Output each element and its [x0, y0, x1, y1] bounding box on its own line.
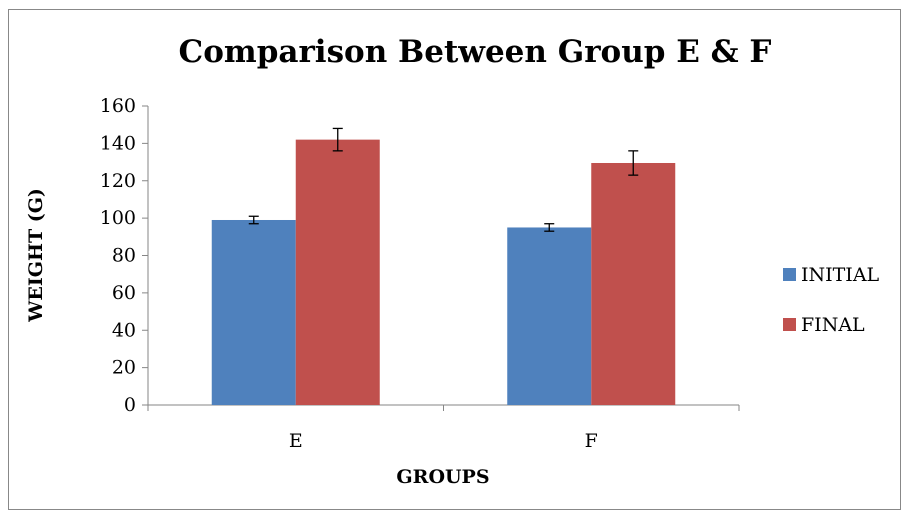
y-tick-label: 100 [100, 207, 136, 229]
legend-swatch-final [783, 318, 796, 331]
bar-final-e [295, 139, 380, 405]
chart-title: Comparison Between Group E & F [179, 34, 772, 70]
x-tick-label: E [289, 430, 303, 452]
y-tick-label: 40 [112, 319, 136, 341]
y-tick-label: 120 [100, 170, 136, 192]
y-tick-label: 0 [124, 394, 136, 416]
bar-initial-f [507, 227, 592, 405]
plot-area: 0 20 40 60 80 100 120 140 160 E F [100, 95, 740, 452]
x-axis-title: GROUPS [396, 466, 489, 488]
bar-initial-e [211, 219, 296, 405]
legend-label-initial: INITIAL [801, 264, 880, 286]
y-tick-label: 20 [112, 357, 136, 379]
legend-label-final: FINAL [801, 314, 865, 336]
legend-swatch-initial [783, 268, 796, 281]
y-tick-label: 160 [100, 95, 136, 117]
y-tick-label: 60 [112, 282, 136, 304]
y-tick-label: 140 [100, 132, 136, 154]
y-tick-label: 80 [112, 245, 136, 267]
chart-frame [8, 9, 901, 510]
bar-final-f [591, 162, 676, 405]
y-axis-title: WEIGHT (G) [25, 188, 47, 323]
x-tick-label: F [585, 430, 598, 452]
legend: INITIAL FINAL [783, 264, 880, 336]
